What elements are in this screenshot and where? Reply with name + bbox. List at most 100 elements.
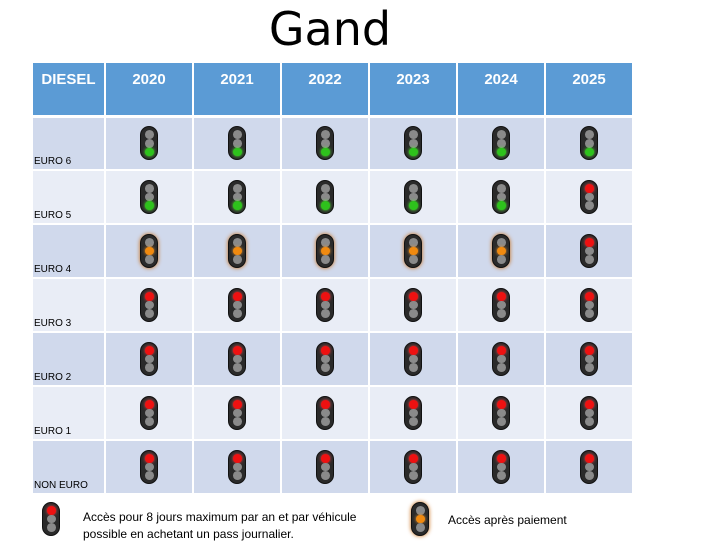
status-cell [281,386,370,441]
status-cell [193,224,282,279]
traffic-light-green-icon [404,180,422,214]
traffic-light-green-icon [140,126,158,161]
status-cell [281,224,370,279]
traffic-light-green-icon [580,126,598,161]
traffic-light-green-icon [316,180,334,214]
status-cell [105,386,194,441]
row-label: NON EURO [33,440,106,495]
traffic-light-red-icon [580,396,598,430]
legend-red-text-line1: Accès pour 8 jours maximum par an et par… [83,510,357,524]
traffic-light-red-icon [42,502,60,536]
traffic-light-red-icon [580,450,598,484]
traffic-light-green-icon [228,180,246,214]
traffic-light-red-icon [140,450,158,484]
traffic-light-orange-icon [228,234,246,268]
status-cell [193,278,282,333]
status-cell [105,278,194,333]
corner-header: DIESEL [33,63,106,118]
row-label: EURO 2 [33,332,106,387]
status-cell [281,440,370,495]
year-header: 2022 [281,63,370,118]
row-label: EURO 1 [33,386,106,441]
traffic-light-green-icon [404,126,422,161]
status-cell [369,386,458,441]
status-cell [105,440,194,495]
status-cell [457,170,546,225]
traffic-light-red-icon [228,396,246,430]
year-header: 2020 [105,63,194,118]
traffic-light-red-icon [492,288,510,322]
status-cell [193,440,282,495]
traffic-light-red-icon [404,450,422,484]
status-cell [193,386,282,441]
traffic-light-red-icon [316,288,334,322]
traffic-light-orange-icon [316,234,334,268]
traffic-light-orange-icon [404,234,422,268]
traffic-light-red-icon [316,450,334,484]
traffic-light-red-icon [404,396,422,430]
traffic-light-red-icon [580,342,598,376]
status-cell [457,116,546,171]
traffic-light-red-icon [228,288,246,322]
row-label: EURO 5 [33,170,106,225]
traffic-light-red-icon [404,288,422,322]
status-cell [369,224,458,279]
traffic-light-red-icon [316,342,334,376]
year-header: 2021 [193,63,282,118]
status-cell [193,170,282,225]
status-cell [281,170,370,225]
traffic-light-red-icon [228,342,246,376]
traffic-light-green-icon [228,126,246,161]
status-cell [545,170,634,225]
status-cell [281,332,370,387]
traffic-light-red-icon [492,450,510,484]
table-row: EURO 6 [33,116,634,171]
table-row: EURO 3 [33,278,634,333]
traffic-light-red-icon [492,396,510,430]
row-label: EURO 4 [33,224,106,279]
traffic-light-green-icon [140,180,158,214]
table-row: EURO 4 [33,224,634,279]
status-cell [457,440,546,495]
table-row: EURO 2 [33,332,634,387]
year-header: 2023 [369,63,458,118]
table-row: NON EURO [33,440,634,495]
header-row: DIESEL 2020 2021 2022 2023 2024 2025 [33,63,634,118]
status-cell [193,332,282,387]
traffic-light-green-icon [316,126,334,161]
status-cell [369,332,458,387]
status-cell [369,440,458,495]
status-cell [457,386,546,441]
status-cell [545,224,634,279]
traffic-light-green-icon [492,180,510,214]
traffic-light-red-icon [228,450,246,484]
status-cell [105,332,194,387]
traffic-light-orange-icon [411,502,429,536]
status-cell [105,170,194,225]
status-cell [281,278,370,333]
traffic-light-red-icon [580,288,598,322]
status-cell [545,386,634,441]
status-cell [457,278,546,333]
traffic-light-red-icon [492,342,510,376]
traffic-light-green-icon [492,126,510,161]
low-emission-zone-table: DIESEL 2020 2021 2022 2023 2024 2025 EUR… [33,63,634,495]
page-title: Gand [268,2,392,56]
year-header: 2024 [457,63,546,118]
traffic-light-orange-icon [140,234,158,268]
status-cell [457,332,546,387]
status-cell [369,116,458,171]
table-row: EURO 1 [33,386,634,441]
status-cell [457,224,546,279]
status-cell [105,116,194,171]
status-cell [281,116,370,171]
status-cell [369,278,458,333]
traffic-light-red-icon [140,288,158,322]
status-cell [545,332,634,387]
traffic-light-red-icon [140,396,158,430]
status-cell [105,224,194,279]
traffic-light-red-icon [580,180,598,214]
status-cell [193,116,282,171]
status-cell [545,278,634,333]
legend-red-text-line2: possible en achetant un pass journalier. [83,527,294,541]
